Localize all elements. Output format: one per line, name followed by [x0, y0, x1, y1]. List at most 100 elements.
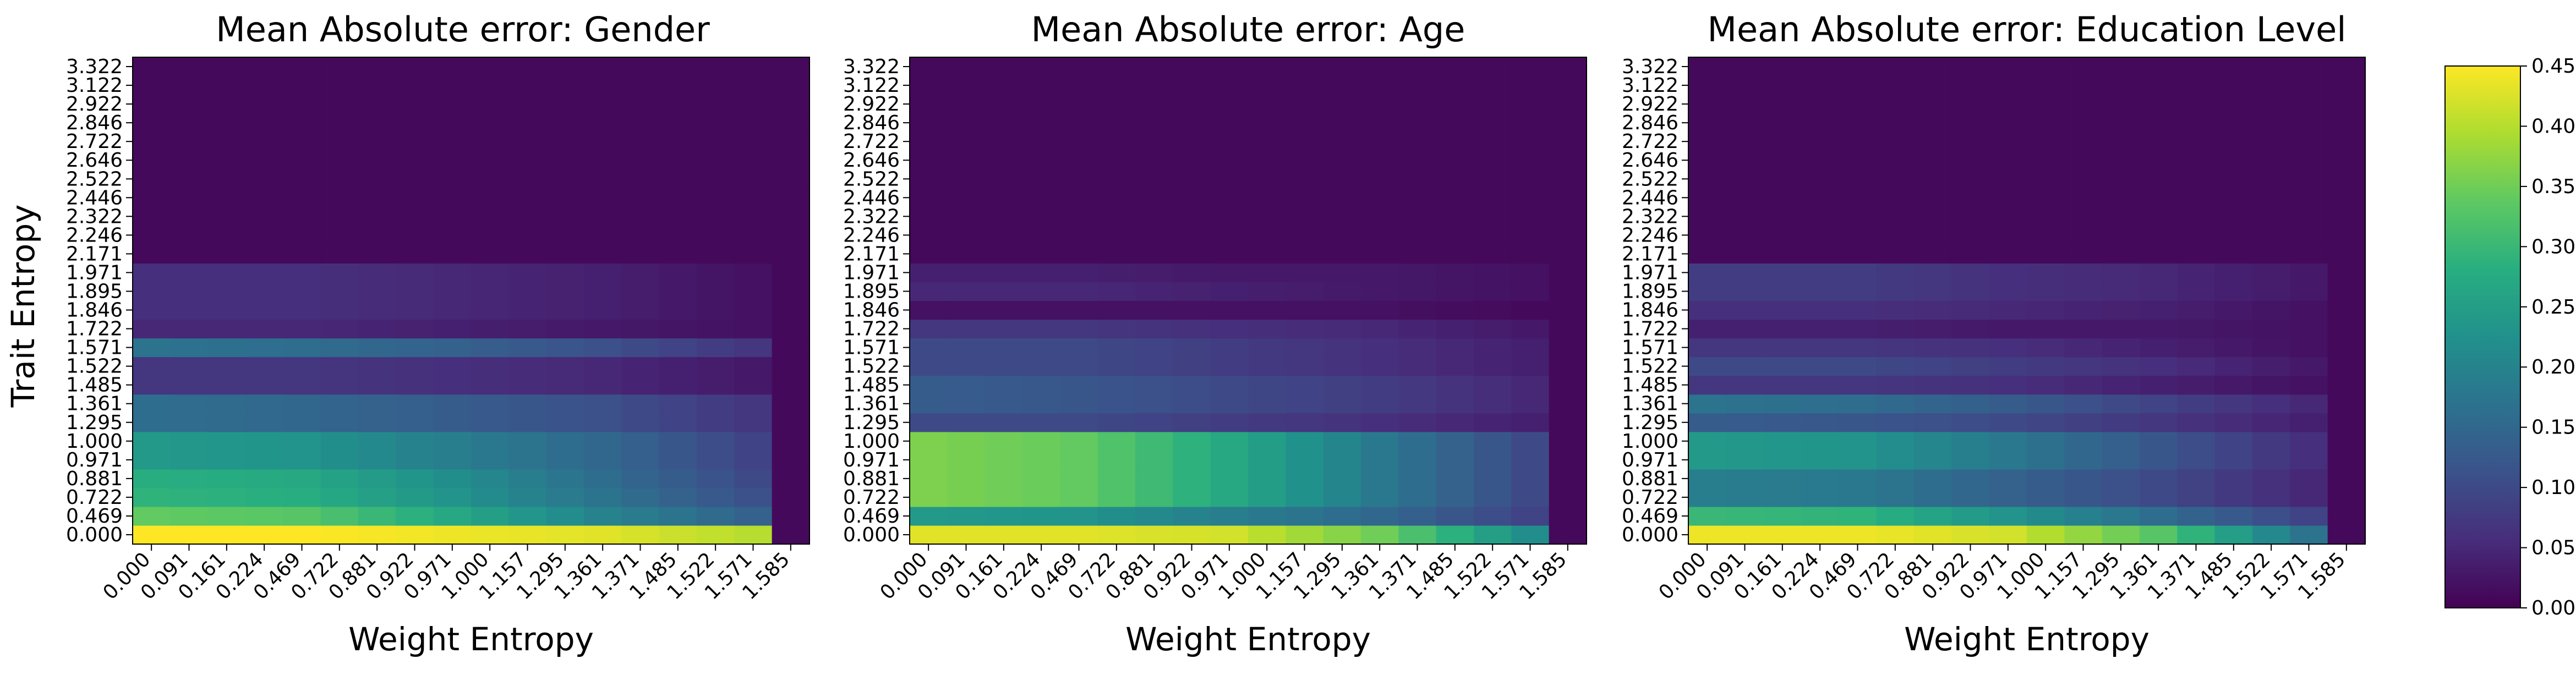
heatmap-cell: [659, 431, 697, 451]
y-tick-label: 2.522: [1622, 168, 1678, 190]
y-tick-label: 2.446: [66, 186, 123, 209]
heatmap-cell: [2327, 282, 2366, 301]
heatmap-cell: [207, 300, 246, 320]
heatmap-cell: [508, 151, 547, 170]
heatmap-cell: [1876, 132, 1915, 151]
heatmap-cell: [1323, 450, 1361, 470]
heatmap-cell: [245, 207, 283, 226]
x-ticks-gender: 0.0000.0910.1610.2240.4690.7220.8810.922…: [99, 544, 794, 604]
heatmap-cell: [433, 338, 472, 358]
heatmap-cell: [1248, 113, 1286, 133]
heatmap-cell: [659, 375, 697, 395]
heatmap-cell: [1763, 431, 1802, 451]
heatmap-cell: [1248, 207, 1286, 226]
heatmap-cell: [2177, 300, 2216, 320]
heatmap-cell: [2214, 169, 2253, 189]
heatmap-cell: [1951, 375, 1990, 395]
heatmap-cell: [2327, 151, 2366, 170]
heatmap-cell: [621, 487, 660, 507]
heatmap-cell: [2214, 525, 2253, 545]
heatmap-cell: [170, 450, 209, 470]
heatmap-cell: [1511, 300, 1550, 320]
heatmap-cell: [621, 132, 660, 151]
heatmap-cell: [1763, 525, 1802, 545]
heatmap-cell: [1474, 469, 1512, 489]
heatmap-cell: [621, 525, 660, 545]
heatmap-cell: [1323, 95, 1361, 114]
heatmap-cell: [1210, 113, 1249, 133]
heatmap-cell: [1361, 226, 1399, 245]
heatmap-cell: [207, 319, 246, 339]
heatmap-cell: [133, 57, 171, 76]
heatmap-cell: [546, 338, 584, 358]
heatmap-cell: [245, 338, 283, 358]
heatmap-cell: [1173, 413, 1211, 432]
heatmap-cell: [245, 244, 283, 264]
y-tick-label: 3.322: [843, 56, 900, 78]
heatmap-cell: [659, 95, 697, 114]
y-tick-label: 0.722: [1622, 486, 1678, 509]
heatmap-cell: [1876, 76, 1915, 95]
heatmap-cell: [985, 300, 1023, 320]
heatmap-cell: [659, 282, 697, 301]
heatmap-cell: [985, 413, 1023, 432]
heatmap-cell: [1989, 413, 2027, 432]
heatmap-cell: [2064, 469, 2103, 489]
heatmap-cell: [910, 76, 948, 95]
heatmap-cell: [245, 469, 283, 489]
heatmap-cell: [1361, 263, 1399, 283]
heatmap-cell: [697, 413, 735, 432]
heatmap-cell: [910, 188, 948, 207]
heatmap-cell: [2252, 151, 2290, 170]
heatmap-cell: [659, 76, 697, 95]
heatmap-cell: [1726, 338, 1764, 358]
heatmap-cell: [1323, 132, 1361, 151]
panel-title: Mean Absolute error: Education Level: [1708, 9, 2347, 50]
heatmap-cell: [1361, 282, 1399, 301]
y-tick-label: 2.322: [66, 205, 123, 228]
heatmap-cell: [2027, 282, 2065, 301]
heatmap-cell: [1511, 469, 1550, 489]
heatmap-cell: [772, 506, 810, 526]
heatmap-cell: [170, 525, 209, 545]
heatmap-cell: [947, 263, 986, 283]
heatmap-cell: [1286, 319, 1324, 339]
heatmap-cell: [1436, 469, 1474, 489]
heatmap-cell: [985, 207, 1023, 226]
heatmap-cell: [1914, 506, 1952, 526]
heatmap-cell: [2177, 207, 2216, 226]
heatmap-cell: [207, 226, 246, 245]
heatmap-cell: [1286, 188, 1324, 207]
heatmap-cell: [1801, 113, 1839, 133]
heatmap-cell: [245, 263, 283, 283]
heatmap-cell: [1989, 487, 2027, 507]
heatmap-cell: [1135, 132, 1173, 151]
heatmap-cell: [2327, 506, 2366, 526]
heatmap-cell: [734, 95, 773, 114]
heatmap-cell: [245, 169, 283, 189]
heatmap-cell: [1097, 207, 1136, 226]
heatmap-cell: [2064, 450, 2103, 470]
heatmap-cell: [1511, 450, 1550, 470]
heatmap-cell: [2064, 525, 2103, 545]
heatmap-cell: [2177, 263, 2216, 283]
heatmap-cell: [1135, 338, 1173, 358]
heatmap-cell: [133, 375, 171, 395]
heatmap-cell: [207, 113, 246, 133]
plot-frame: [132, 57, 810, 545]
heatmap-cell: [910, 263, 948, 283]
heatmap-cell: [2140, 113, 2178, 133]
heatmap-cell: [1097, 356, 1136, 376]
heatmap-cell: [133, 113, 171, 133]
x-axis-label: Weight Entropy: [1904, 621, 2150, 658]
y-axis-label: Trait Entropy: [4, 205, 42, 408]
heatmap-cell: [433, 151, 472, 170]
heatmap-cell: [1436, 76, 1474, 95]
heatmap-cell: [1989, 319, 2027, 339]
heatmap-cell: [133, 207, 171, 226]
heatmap-cell: [396, 169, 434, 189]
heatmap-cell: [1361, 319, 1399, 339]
heatmap-cell: [2252, 300, 2290, 320]
heatmap-cell: [1914, 113, 1952, 133]
heatmap-cell: [1511, 413, 1550, 432]
